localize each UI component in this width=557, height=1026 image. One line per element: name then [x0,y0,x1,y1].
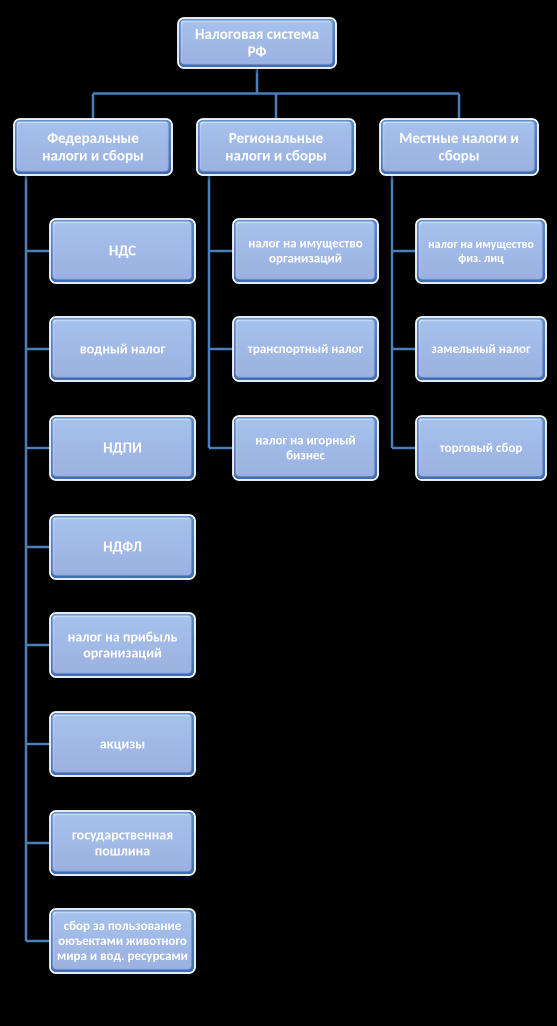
leaf-duty-label: государственная [72,826,173,843]
leaf-water: водный налог [50,317,195,381]
branch-regional: Региональныеналоги и сборы [197,119,355,175]
leaf-transport: транспортный налог [233,317,378,381]
branch-local-label: Местные налоги и [399,130,519,148]
leaf-profit: налог на прибыльорганизаций [50,613,195,677]
leaf-gambling: налог на игорныйбизнес [233,416,378,480]
branch-federal-label: Федеральные [47,130,139,148]
leaf-trade: торговый сбор [416,416,546,480]
leaf-ndfl: НДФЛ [50,515,195,579]
branch-federal: Федеральныеналоги и сборы [14,119,172,175]
leaf-excise-label: акцизы [100,735,145,752]
branch-regional-label: Региональные [229,130,324,148]
nodes: Налоговая системаРФФедеральныеналоги и с… [14,18,546,973]
leaf-excise: акцизы [50,712,195,776]
root-node-label: РФ [248,43,267,61]
leaf-land: замельный налог [416,317,546,381]
branch-local: Местные налоги исборы [380,119,538,175]
connectors [26,68,459,941]
leaf-gambling-label: бизнес [286,449,325,464]
leaf-biofee-label: сбор за пользование [64,919,182,934]
leaf-persprop: налог на имуществофиз. лиц [416,219,546,283]
leaf-persprop-label: налог на имущество [428,238,534,252]
leaf-transport-label: транспортный налог [248,342,364,357]
leaf-biofee-label: оюъектами животного [58,934,187,949]
leaf-profit-label: налог на прибыль [68,628,178,645]
leaf-biofee: сбор за пользованиеоюъектами животногоми… [50,909,195,973]
leaf-trade-label: торговый сбор [440,441,523,456]
leaf-orgprop-label: организаций [269,252,342,267]
branch-federal-label: налоги и сборы [42,147,143,165]
leaf-duty-label: пошлина [95,842,150,859]
leaf-duty: государственнаяпошлина [50,811,195,875]
leaf-orgprop: налог на имуществоорганизаций [233,219,378,283]
leaf-water-label: водный налог [80,340,166,357]
root-node: Налоговая системаРФ [178,18,336,68]
leaf-profit-label: организаций [83,644,162,661]
leaf-land-label: замельный налог [431,342,531,357]
leaf-persprop-label: физ. лиц [458,252,504,266]
branch-regional-label: налоги и сборы [225,147,326,165]
leaf-ndfl-label: НДФЛ [103,539,142,557]
leaf-nds: НДС [50,219,195,283]
leaf-gambling-label: налог на игорный [255,434,356,449]
leaf-orgprop-label: налог на имущество [248,237,363,252]
leaf-biofee-label: мира и вод. ресурсами [57,949,188,964]
leaf-ndpi-label: НДПИ [103,440,142,458]
root-node-label: Налоговая система [195,26,319,44]
tax-system-diagram: Налоговая системаРФФедеральныеналоги и с… [0,0,557,1026]
leaf-nds-label: НДС [109,243,136,261]
leaf-ndpi: НДПИ [50,416,195,480]
branch-local-label: сборы [438,147,479,165]
